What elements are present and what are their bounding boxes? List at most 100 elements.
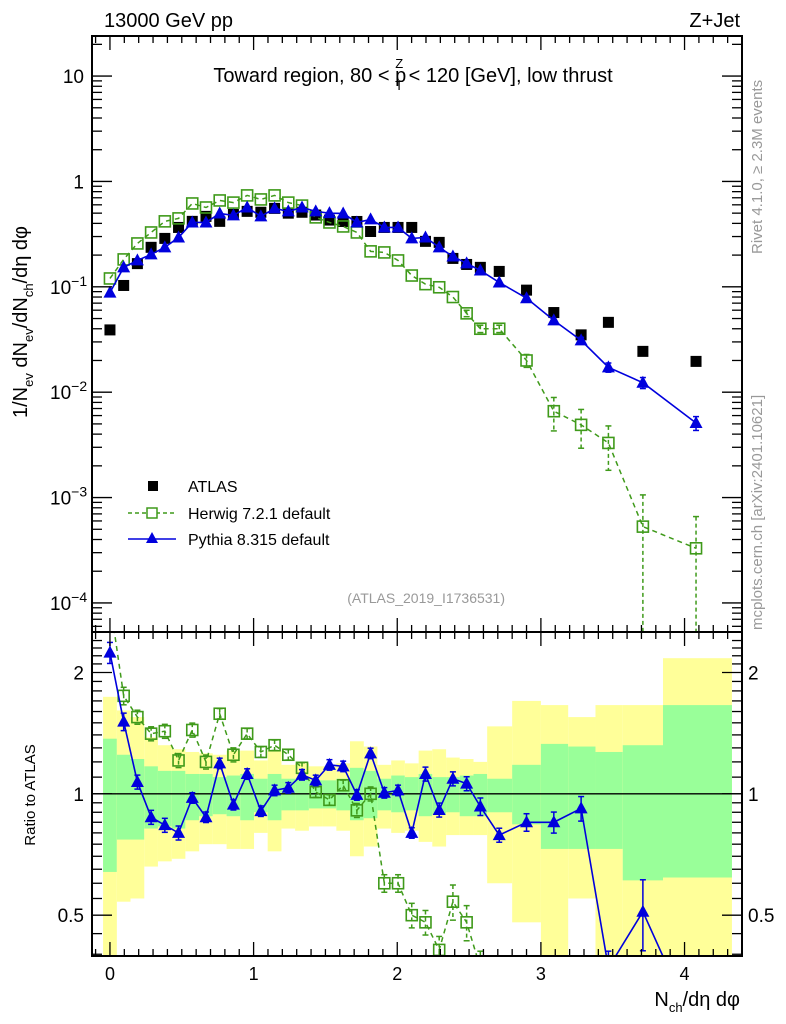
data-point-pythia [185, 790, 199, 803]
data-point-pythia [520, 815, 534, 828]
data-point-herwig [378, 876, 391, 890]
data-point-herwig [446, 895, 460, 908]
xlabel-part: /dη dφ [683, 989, 740, 1011]
y-tick-base: 10 [50, 594, 71, 615]
data-point-pythia [446, 249, 460, 262]
data-point-pythia [185, 215, 199, 228]
data-point-atlas [690, 355, 702, 367]
data-point-pythia [336, 206, 350, 219]
data-point-herwig [475, 962, 486, 973]
ratio-y-tick-label-left: 1 [73, 785, 84, 806]
legend: ATLAS Herwig 7.2.1 default Pythia 8.315 … [128, 479, 331, 549]
data-point-herwig [144, 226, 158, 239]
series-line [109, 206, 697, 424]
data-point-herwig [144, 727, 158, 740]
data-point-pythia [574, 333, 588, 346]
data-point-pythia [350, 215, 364, 228]
plot-title-sup: Z [395, 56, 403, 71]
y-tick-base: 10 [50, 383, 71, 404]
legend-marker-filled-triangle [146, 532, 158, 543]
ratio-y-tick-label-right: 2 [748, 663, 759, 684]
y-tick-base: 10 [50, 278, 71, 299]
band-1sigma [336, 778, 350, 811]
data-point-herwig [213, 707, 227, 721]
band-1sigma [267, 773, 282, 821]
y-tick-label: 10−3 [50, 484, 87, 510]
ylabel-part: 1/N [10, 387, 32, 418]
band-1sigma [595, 751, 623, 849]
y-tick-exponent: −1 [71, 273, 87, 289]
data-point-herwig [689, 542, 703, 555]
data-point-pythia [473, 263, 487, 276]
data-point-pythia [268, 201, 282, 214]
x-tick-label: 4 [680, 964, 690, 984]
band-1sigma [473, 773, 488, 817]
data-point-herwig [158, 724, 172, 738]
data-point-herwig [254, 193, 268, 206]
data-point-pythia [492, 828, 506, 841]
data-point-herwig [636, 520, 650, 533]
data-point-pythia [295, 200, 309, 213]
data-point-pythia [460, 256, 474, 269]
data-point-herwig [391, 254, 405, 267]
data-point-pythia [103, 285, 117, 298]
data-point-pythia [213, 756, 227, 769]
data-point-herwig [350, 226, 364, 239]
xlabel-part: N [654, 989, 668, 1011]
data-point-herwig [281, 748, 295, 762]
y-tick-label: 10 [63, 67, 84, 88]
data-point-pythia [405, 231, 419, 244]
data-point-herwig [240, 727, 254, 740]
data-point-herwig [460, 307, 473, 320]
data-point-pythia [213, 206, 227, 219]
data-point-herwig [131, 710, 144, 724]
data-point-herwig [419, 277, 432, 291]
data-point-herwig [419, 916, 432, 929]
data-point-pythia [377, 220, 391, 233]
series-atlas [104, 202, 702, 367]
data-point-pythia [117, 260, 131, 273]
plot-title: Toward region, 80 < pZ T < 120 [GeV], low… [213, 56, 613, 93]
data-point-herwig [227, 196, 240, 209]
data-point-pythia [377, 785, 391, 798]
data-point-atlas [548, 307, 560, 319]
data-point-pythia [574, 801, 588, 814]
data-point-pythia [405, 825, 419, 838]
data-point-pythia [130, 253, 144, 266]
data-point-pythia [602, 961, 615, 973]
data-point-herwig [474, 322, 487, 336]
data-point-pythia [364, 746, 378, 759]
data-point-herwig [574, 418, 588, 432]
data-point-herwig [323, 793, 336, 807]
ylabel-part: /dN [10, 297, 32, 328]
data-point-atlas [493, 265, 505, 277]
band-1sigma [130, 759, 145, 840]
data-point-herwig [336, 778, 350, 792]
band-1sigma [240, 773, 255, 821]
band-1sigma [157, 770, 172, 827]
data-point-atlas [365, 225, 377, 237]
x-axis-label: Nch/dη dφ [654, 989, 740, 1015]
plot-title-pre: Toward region, 80 < p [213, 65, 406, 87]
data-point-pythia [254, 209, 268, 222]
data-point-pythia [473, 799, 487, 812]
data-point-pythia [418, 766, 432, 779]
data-point-pythia [350, 787, 364, 800]
ratio-series [103, 632, 664, 973]
data-point-atlas [521, 284, 533, 296]
y-tick-label: 10−4 [50, 589, 87, 615]
band-1sigma [281, 778, 296, 811]
data-point-atlas [406, 221, 418, 233]
legend-entry-herwig: Herwig 7.2.1 default [128, 506, 331, 523]
plot-title-post: < 120 [GeV], low thrust [403, 65, 613, 87]
data-point-herwig [405, 269, 419, 282]
ratio-y-tick-label-left: 0.5 [58, 906, 84, 927]
data-point-pythia [295, 767, 309, 780]
data-point-pythia [103, 645, 117, 658]
header-right-label: Z+Jet [689, 10, 740, 32]
y-tick-label: 10−1 [50, 273, 87, 299]
data-point-herwig [364, 787, 377, 801]
data-point-pythia [268, 783, 282, 796]
ylabel-sub: ev [21, 328, 36, 342]
band-1sigma [295, 778, 309, 811]
